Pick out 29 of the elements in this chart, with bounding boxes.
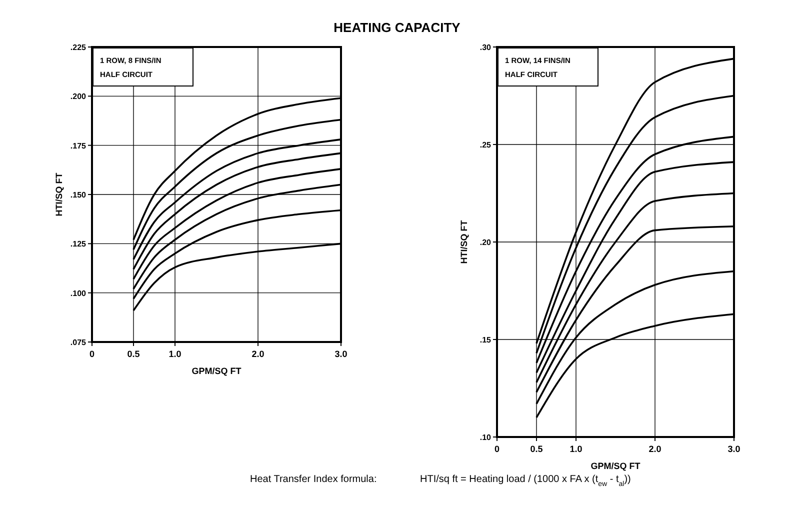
x-axis-title: GPM/SQ FT bbox=[192, 366, 242, 376]
y-axis-title: HTI/SQ FT bbox=[54, 172, 64, 216]
x-axis-title: GPM/SQ FT bbox=[590, 461, 641, 471]
x-tick-label: 0 bbox=[494, 444, 500, 454]
y-tick-label: .100 bbox=[70, 288, 87, 298]
x-tick-label: 1.0 bbox=[570, 444, 582, 454]
x-tick-label: 2.0 bbox=[252, 349, 264, 359]
y-tick-label: .25 bbox=[480, 140, 492, 150]
x-tick-label: 0.5 bbox=[127, 349, 140, 359]
y-tick-label: .15 bbox=[480, 336, 492, 344]
y-tick-label: .30 bbox=[480, 43, 492, 52]
y-tick-label: .075 bbox=[70, 338, 87, 347]
y-tick-label: .175 bbox=[70, 141, 87, 150]
y-tick-label: .225 bbox=[70, 43, 87, 52]
x-tick-label: 3.0 bbox=[334, 349, 348, 359]
text: HTI/sq ft = Heating load / (1000 x FA x (t$_{ew}$ - t$_{al}$)) bbox=[420, 474, 631, 488]
y-tick-label: .200 bbox=[70, 92, 87, 102]
y-tick-label: .20 bbox=[480, 238, 492, 247]
y-axis-title: HTI/SQ FT bbox=[459, 220, 469, 264]
x-tick-label: 0.5 bbox=[530, 444, 543, 454]
text: HEATING CAPACITY bbox=[334, 20, 461, 35]
y-tick-label: .125 bbox=[70, 240, 87, 249]
y-tick-label: .10 bbox=[480, 433, 492, 442]
text: Heat Transfer Index formula: bbox=[250, 474, 377, 485]
x-tick-label: 0 bbox=[89, 349, 95, 359]
x-tick-label: 1.0 bbox=[168, 349, 182, 359]
x-tick-label: 3.0 bbox=[728, 444, 740, 454]
y-tick-label: .150 bbox=[70, 190, 87, 200]
x-tick-label: 2.0 bbox=[648, 444, 662, 454]
